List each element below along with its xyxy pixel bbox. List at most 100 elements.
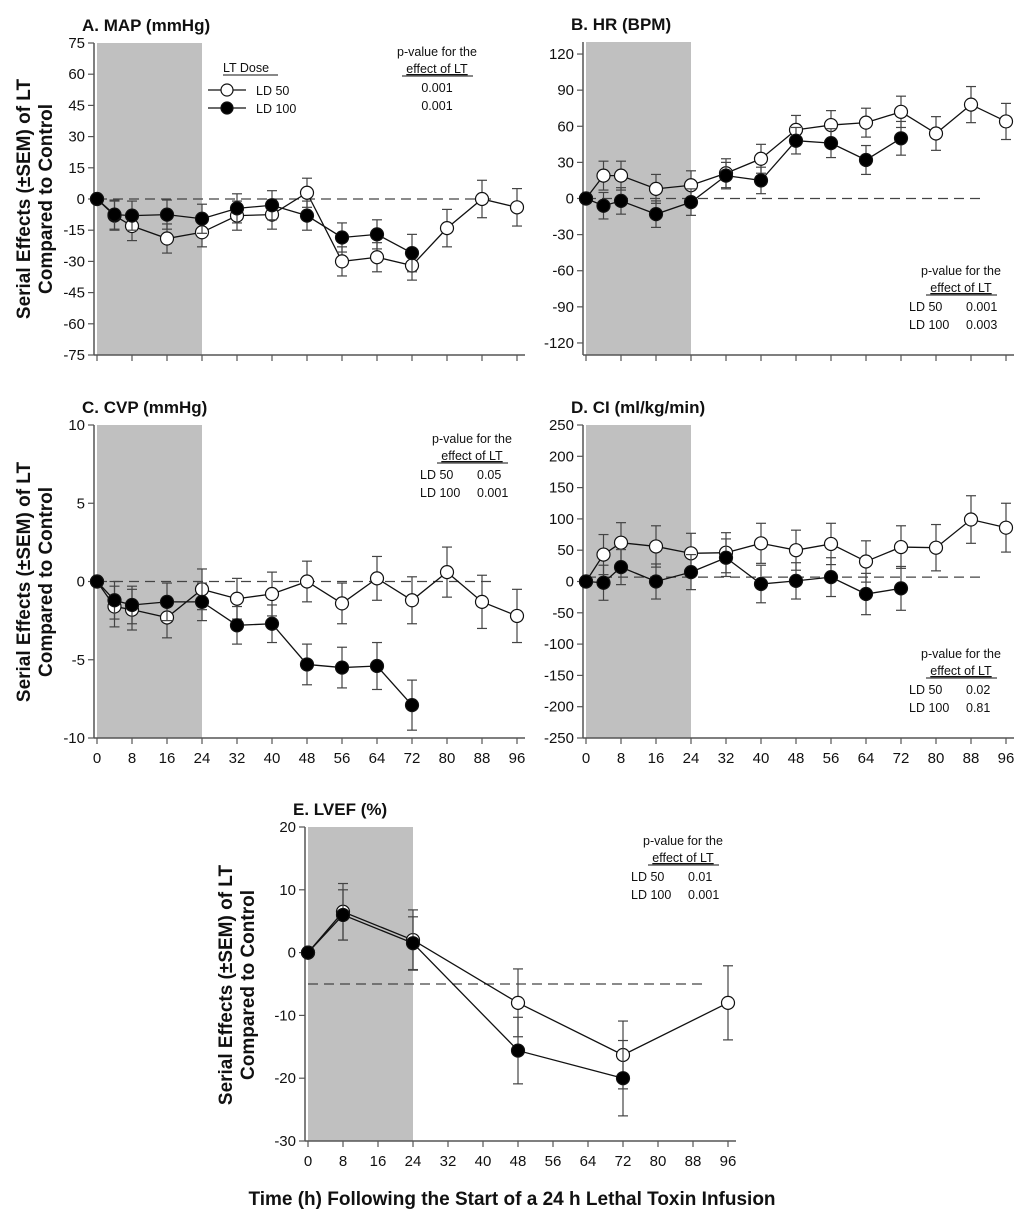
panel-title: D. CI (ml/kg/min) — [571, 398, 705, 417]
x-tick-label: 40 — [753, 750, 770, 767]
panel-c: C. CVP (mmHg) -10 -5 0 5 10 0 8 16 24 32 40 48 56 64 72… — [63, 398, 525, 767]
data-point — [596, 198, 611, 213]
x-tick-label: 56 — [334, 750, 351, 767]
data-point — [299, 185, 315, 200]
data-point — [300, 945, 316, 960]
x-tick-label: 24 — [405, 1153, 422, 1170]
x-tick-label: 72 — [615, 1153, 632, 1170]
y-tick-label: 0 — [566, 574, 574, 591]
y-tick-label: 50 — [557, 542, 574, 559]
p-value-subheading: effect of LT — [441, 449, 503, 463]
data-point — [369, 658, 385, 674]
p-value-note: p-value for the effect of LT LD 50 0.01 LD 1… — [631, 834, 723, 902]
series-ld-100 — [578, 538, 909, 616]
data-point — [439, 565, 455, 580]
y-tick-label: 150 — [549, 480, 574, 497]
data-point — [404, 245, 420, 261]
y-tick-label: -100 — [544, 636, 574, 653]
x-tick-label: 16 — [159, 750, 176, 767]
panel-d: D. CI (ml/kg/min) -250 -200 -150 -100 -50 0 50 1… — [544, 398, 1014, 767]
data-point — [928, 126, 944, 141]
data-point — [596, 168, 611, 183]
x-tick-label: 64 — [858, 750, 875, 767]
panel-title: E. LVEF (%) — [293, 800, 387, 819]
series-ld-100 — [89, 190, 420, 273]
y-axis-label-line1: Serial Effects (±SEM) of LT — [14, 461, 35, 702]
data-point — [369, 250, 385, 265]
legend-title: LT Dose — [223, 61, 269, 75]
data-point — [159, 207, 175, 222]
data-point — [404, 593, 420, 608]
data-point — [299, 208, 315, 223]
data-point — [893, 581, 909, 596]
data-point — [788, 573, 804, 588]
p-value-row-label: LD 100 — [909, 318, 949, 332]
series-ld-100 — [300, 889, 631, 1117]
y-tick-label: 100 — [549, 511, 574, 528]
data-point — [405, 936, 421, 951]
p-value-note: p-value for the effect of LT 0.001 0.001 — [397, 45, 477, 113]
data-point — [229, 591, 245, 606]
x-tick-label: 16 — [648, 750, 665, 767]
y-tick-label: 250 — [549, 417, 574, 434]
p-value-row-label: LD 50 — [420, 468, 453, 482]
y-tick-label: -60 — [552, 263, 574, 280]
p-value-row-value: 0.81 — [966, 701, 990, 715]
data-point — [718, 550, 734, 565]
p-value-note: p-value for the effect of LT LD 50 0.001 LD … — [909, 264, 1001, 332]
p-value-heading: p-value for the — [921, 647, 1001, 661]
p-value-heading: p-value for the — [397, 45, 477, 59]
x-tick-label: 96 — [720, 1153, 737, 1170]
data-point — [928, 540, 944, 555]
data-point — [858, 554, 874, 569]
x-tick-label: 88 — [685, 1153, 702, 1170]
y-tick-label: 15 — [68, 160, 85, 177]
y-tick-label: 10 — [68, 417, 85, 434]
x-tick-label: 40 — [475, 1153, 492, 1170]
data-point — [335, 907, 351, 923]
x-tick-label: 32 — [718, 750, 735, 767]
p-value-row-label: LD 50 — [631, 870, 664, 884]
p-value-row-value: 0.001 — [421, 99, 452, 113]
x-tick-label: 32 — [440, 1153, 457, 1170]
data-point — [334, 660, 350, 675]
data-point — [299, 657, 315, 672]
y-axis-label-line1: Serial Effects (±SEM) of LT — [14, 78, 35, 319]
x-tick-label: 64 — [369, 750, 386, 767]
series-ld-100 — [578, 120, 909, 228]
data-point — [334, 254, 350, 269]
x-tick-label: 96 — [998, 750, 1015, 767]
p-value-row-label: LD 100 — [631, 888, 671, 902]
y-tick-label: 75 — [68, 35, 85, 52]
y-tick-label: -150 — [544, 667, 574, 684]
y-tick-label: -50 — [552, 605, 574, 622]
data-point — [788, 133, 804, 148]
legend-label: LD 100 — [256, 102, 296, 116]
x-tick-label: 8 — [617, 750, 625, 767]
data-point — [963, 97, 979, 112]
y-tick-label: -15 — [63, 222, 85, 239]
data-point — [753, 536, 769, 551]
p-value-row-value: 0.01 — [688, 870, 712, 884]
data-point — [89, 574, 105, 589]
x-tick-label: 0 — [304, 1153, 312, 1170]
x-tick-label: 56 — [545, 1153, 562, 1170]
data-point — [107, 593, 122, 608]
p-value-row-value: 0.001 — [421, 81, 452, 95]
panel-e: E. LVEF (%) -30 -20 -10 0 10 20 0 8 16 24 32 40 48 56 6… — [274, 800, 736, 1170]
p-value-row-label: LD 50 — [909, 300, 942, 314]
data-point — [858, 152, 874, 168]
p-value-row-value: 0.02 — [966, 683, 990, 697]
y-tick-label: 30 — [68, 129, 85, 146]
x-tick-label: 8 — [339, 1153, 347, 1170]
y-tick-label: 90 — [557, 82, 574, 99]
legend: LT Dose LD 50 LD 100 — [208, 61, 296, 116]
series-ld-100 — [89, 574, 420, 731]
y-tick-label: 5 — [77, 495, 85, 512]
data-point — [893, 539, 909, 555]
data-point — [648, 539, 664, 554]
p-value-row-label: LD 100 — [909, 701, 949, 715]
p-value-row-value: 0.001 — [966, 300, 997, 314]
data-point — [613, 560, 629, 575]
